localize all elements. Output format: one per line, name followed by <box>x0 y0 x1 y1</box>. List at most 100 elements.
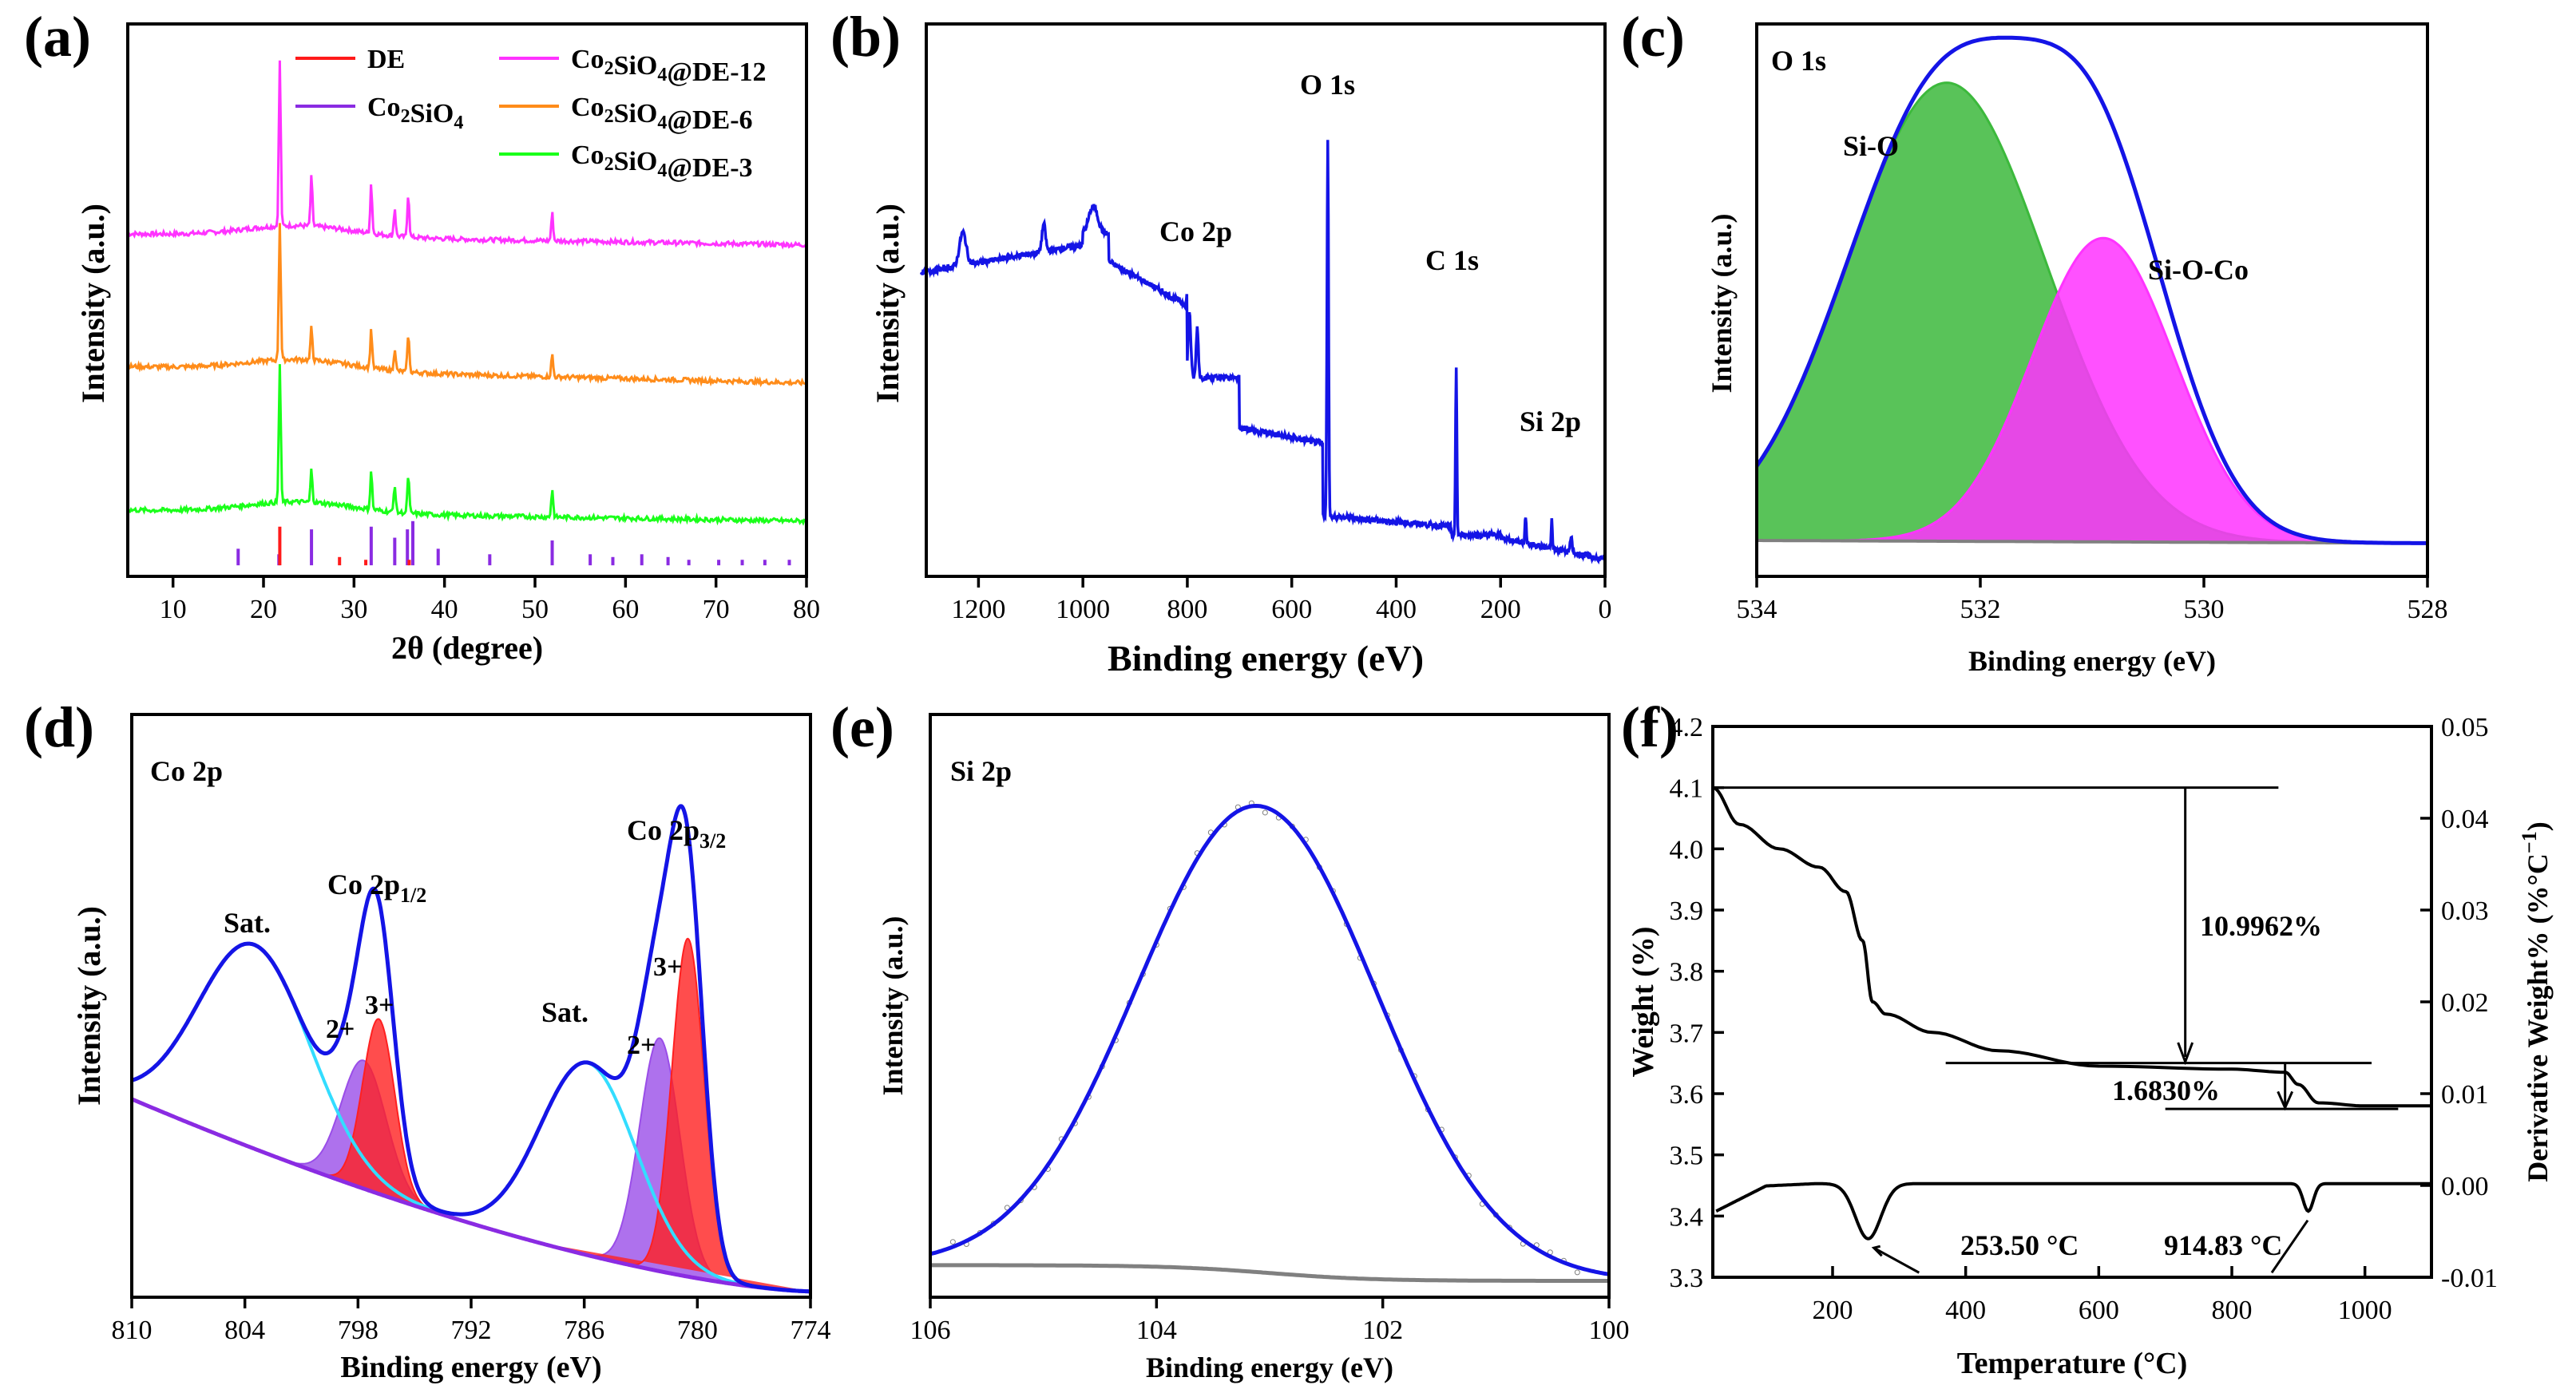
background-line <box>930 1263 1609 1283</box>
panel-d: (d) 810 804 798 792 786 780 774 Binding energy… <box>24 695 831 1384</box>
arrow-loss2-head <box>2277 1090 2294 1111</box>
panel-c: (c) 534 532 530 528 Binding energy (eV) Int… <box>1621 5 2448 677</box>
component-Co3+ 2p3/2 <box>537 937 810 1292</box>
series-Co2SiO4@DE-3 <box>126 364 808 526</box>
panel-f: (f) 200 400 600 800 1000 3.3 3.4 3.5 3.6 3.7 3.8 3.… <box>1621 695 2554 1380</box>
b-ticklabel-800: 800 <box>1167 595 1207 624</box>
weight-curve <box>1712 786 2431 1108</box>
label-co2p32: Co 2p3/2 <box>627 814 726 853</box>
b-ticklabel-400: 400 <box>1376 595 1417 624</box>
f-y2ticklabel-0.00: 0.00 <box>2441 1172 2489 1201</box>
panel-b-plot <box>919 140 1607 565</box>
f-yticklabel-3.4: 3.4 <box>1670 1202 1704 1232</box>
f-yticklabel-3.9: 3.9 <box>1670 896 1704 926</box>
d-ticklabel-792: 792 <box>451 1316 492 1345</box>
arrow-t1 <box>1873 1246 1920 1274</box>
panel-a-label: (a) <box>24 5 91 69</box>
fit-si2p <box>929 803 1610 1276</box>
f-y2ticklabel-0.03: 0.03 <box>2441 896 2489 926</box>
e-ticklabel-106: 106 <box>910 1316 951 1345</box>
c-ticklabel-528: 528 <box>2408 595 2448 624</box>
f-yticklabel-3.5: 3.5 <box>1670 1142 1704 1171</box>
d-ticklabel-780: 780 <box>677 1316 718 1345</box>
panel-c-plot <box>1754 35 2428 545</box>
panel-e-frame <box>929 713 1611 1299</box>
panel-f-label: (f) <box>1621 695 1678 759</box>
panel-a: (a) 10 20 30 40 50 60 70 80 2θ (degree) Intensi… <box>24 5 820 666</box>
panel-c-frame <box>1755 22 2429 578</box>
label-sat-1: Sat. <box>224 907 271 939</box>
a-ticklabel-30: 30 <box>340 595 367 624</box>
legend-label-Co2SiO4@DE-6: Co2SiO4@DE-6 <box>571 93 753 135</box>
panel-d-title: Co 2p <box>150 755 223 787</box>
panel-f-plot <box>1712 786 2431 1274</box>
panel-b: (b) 1200 1000 800 600 400 200 0 Binding energy… <box>830 5 1612 679</box>
legend-label-Co2SiO4@DE-12: Co2SiO4@DE-12 <box>571 45 767 87</box>
arrow-loss1-head <box>2177 1042 2194 1066</box>
legend-label-Co2SiO4: Co2SiO4 <box>367 93 463 133</box>
a-ticklabel-70: 70 <box>703 595 730 624</box>
f-y2ticklabel-0.02: 0.02 <box>2441 988 2489 1018</box>
f-yticklabel-3.3: 3.3 <box>1670 1264 1704 1293</box>
panel-e-label: (e) <box>830 695 894 759</box>
panel-d-xlabel: Binding energy (eV) <box>340 1351 601 1384</box>
e-ticklabel-102: 102 <box>1362 1316 1403 1345</box>
panel-c-title: O 1s <box>1771 45 1826 77</box>
panel-a-frame <box>126 22 808 578</box>
label-co2p: Co 2p <box>1159 216 1232 247</box>
f-yticklabel-4.1: 4.1 <box>1670 774 1704 804</box>
panel-b-ylabel: Intensity (a.u.) <box>870 204 906 403</box>
label-si2p: Si 2p <box>1520 406 1581 437</box>
a-ticklabel-20: 20 <box>250 595 277 624</box>
legend-label-DE: DE <box>367 45 405 74</box>
panel-b-xticks: 1200 1000 800 600 400 200 0 <box>951 576 1612 624</box>
label-t2: 914.83 °C <box>2164 1229 2282 1261</box>
f-ticklabel-600: 600 <box>2079 1296 2119 1325</box>
c-ticklabel-534: 534 <box>1737 595 1777 624</box>
a-ticklabel-10: 10 <box>160 595 187 624</box>
dtg-curve <box>1715 1181 2431 1241</box>
f-yticklabel-4.2: 4.2 <box>1670 713 1704 742</box>
f-y2ticklabel-0.05: 0.05 <box>2441 713 2489 742</box>
label-sat-2: Sat. <box>541 996 589 1028</box>
data-point <box>1004 1205 1010 1211</box>
data-point <box>1262 809 1268 816</box>
series-Co2SiO4@DE-12 <box>127 60 807 250</box>
label-loss1: 10.9962% <box>2200 910 2322 942</box>
c-ticklabel-530: 530 <box>2184 595 2225 624</box>
b-ticklabel-600: 600 <box>1271 595 1312 624</box>
d-ticklabel-810: 810 <box>112 1316 153 1345</box>
panel-f-ticks: 200 400 600 800 1000 3.3 3.4 3.5 3.6 3.7 3.8 3.9 4.0… <box>1670 713 2498 1325</box>
panel-c-ylabel: Intensity (a.u.) <box>1706 213 1738 393</box>
panel-e: (e) 106 104 102 100 Binding energy (eV) Int… <box>830 695 1630 1383</box>
f-ticklabel-400: 400 <box>1945 1296 1986 1325</box>
panel-a-xlabel: 2θ (degree) <box>391 630 543 666</box>
panel-a-xticks: 10 20 30 40 50 60 70 80 <box>160 576 820 624</box>
d-ticklabel-786: 786 <box>564 1316 604 1345</box>
a-ticklabel-60: 60 <box>612 595 639 624</box>
e-ticklabel-100: 100 <box>1589 1316 1630 1345</box>
series-Co2SiO4@DE-6 <box>126 223 808 388</box>
legend-label-Co2SiO4@DE-3: Co2SiO4@DE-3 <box>571 140 753 183</box>
b-ticklabel-0: 0 <box>1599 595 1612 624</box>
label-c1s: C 1s <box>1425 244 1479 276</box>
b-ticklabel-1200: 1200 <box>951 595 1005 624</box>
panel-a-legend: DE Co2SiO4 Co2SiO4@DE-12 Co2SiO4@DE-6 Co2SiO… <box>295 45 767 183</box>
label-3plus-a: 3+ <box>365 991 394 1020</box>
panel-d-plot <box>131 804 810 1294</box>
arrow-t2 <box>2270 1219 2309 1274</box>
f-ticklabel-200: 200 <box>1813 1296 1853 1325</box>
envelope-fit <box>1754 35 2428 545</box>
background-line <box>1757 539 2427 545</box>
background-line <box>131 1097 810 1294</box>
panel-f-ylabel: Weight (%) <box>1627 927 1660 1078</box>
f-ticklabel-800: 800 <box>2212 1296 2253 1325</box>
label-co2p12: Co 2p1/2 <box>327 869 426 907</box>
arrow-t1-head <box>1871 1245 1883 1257</box>
label-2plus-b: 2+ <box>627 1031 656 1060</box>
d-ticklabel-798: 798 <box>338 1316 378 1345</box>
panel-e-xticks: 106 104 102 100 <box>910 1297 1630 1345</box>
data-point <box>949 1239 956 1245</box>
label-3plus-b: 3+ <box>653 952 682 982</box>
